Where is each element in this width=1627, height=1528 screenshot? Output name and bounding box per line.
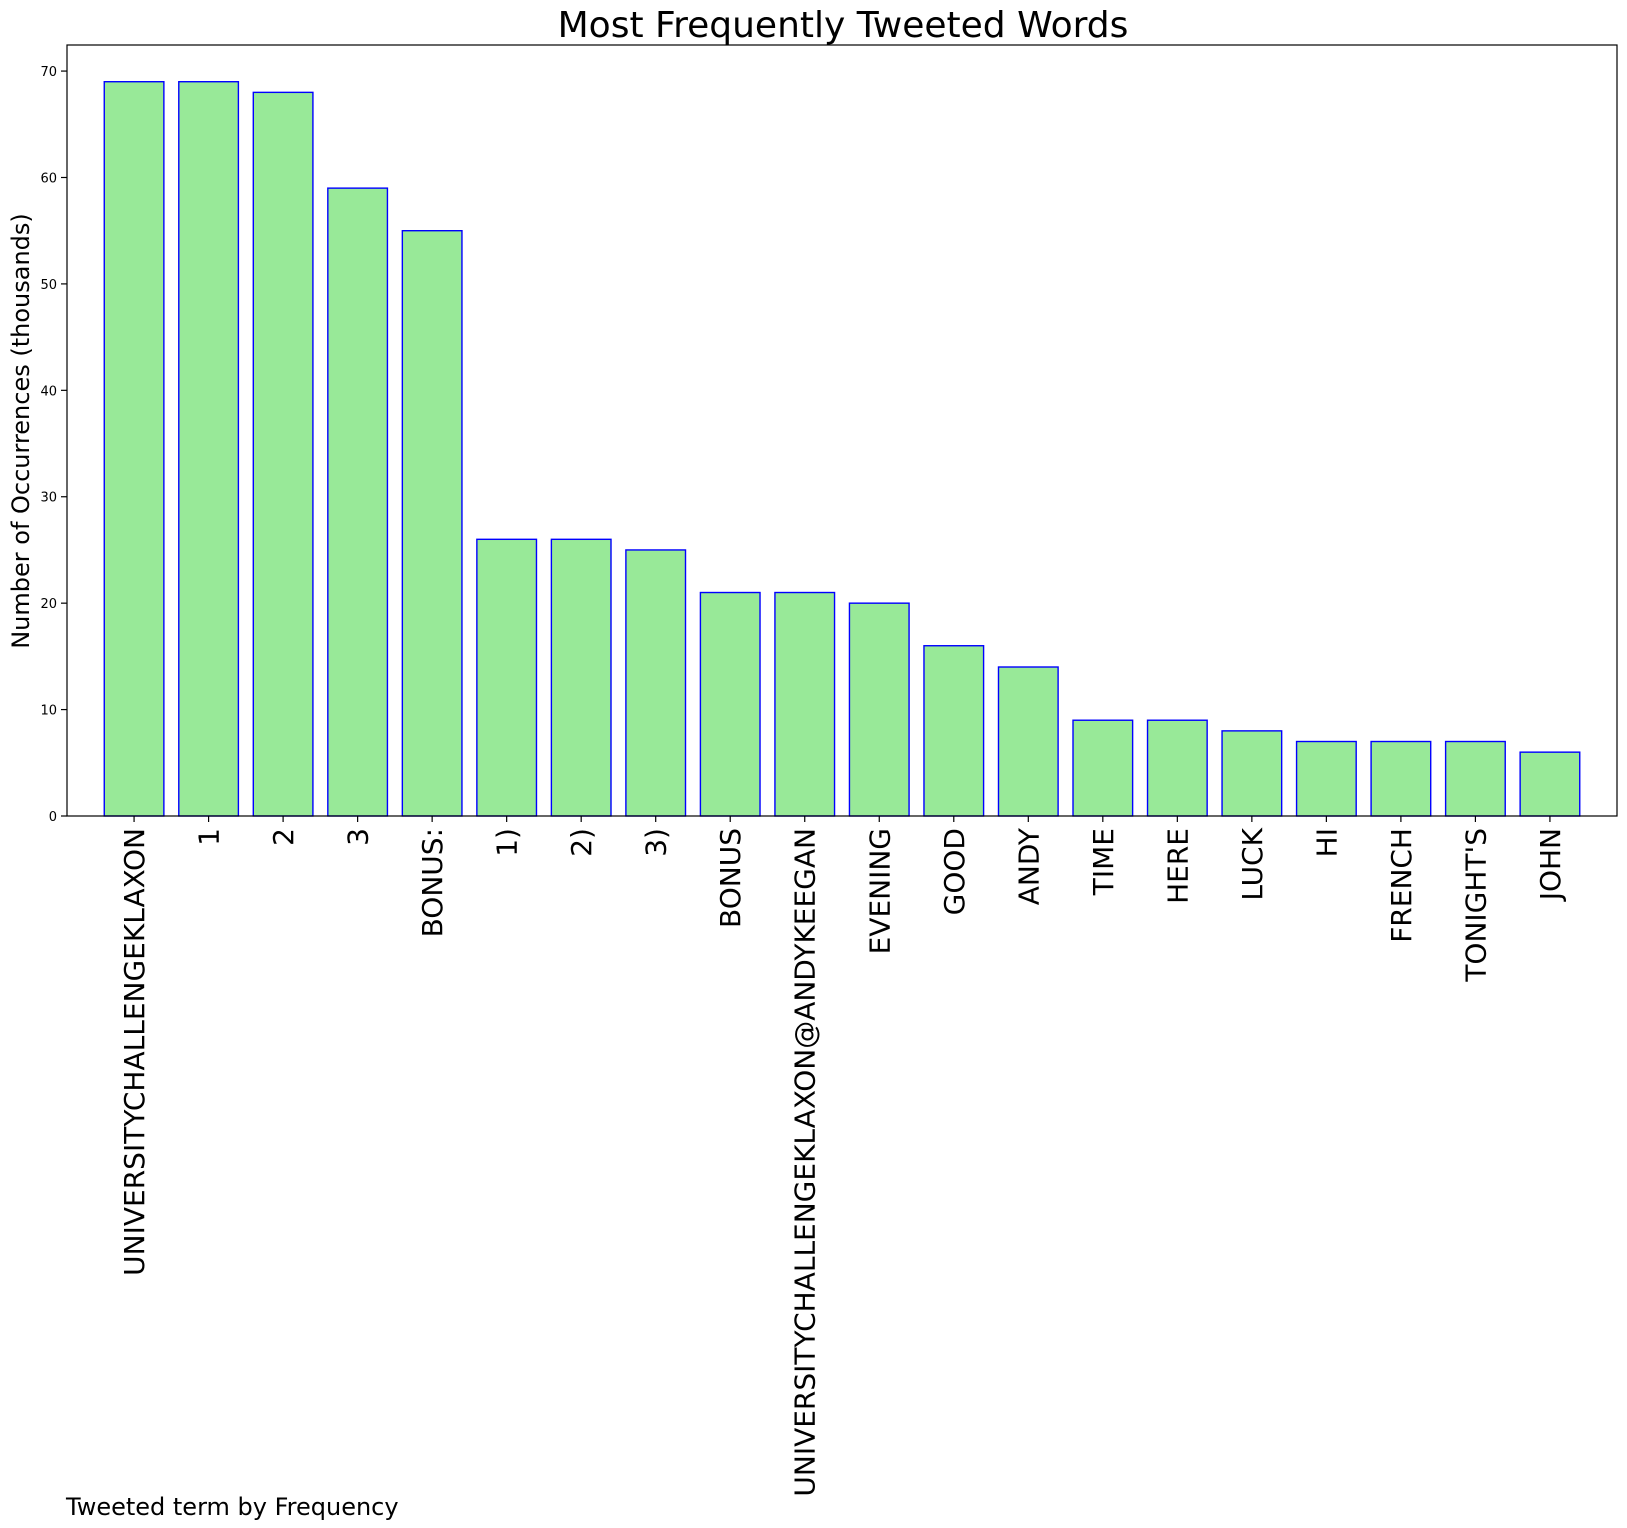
y-tick-label: 70	[40, 65, 57, 80]
x-tick-label: HERE	[1161, 828, 1194, 904]
x-axis-ticks: UNIVERSITYCHALLENGEKLAXON 1 2 3 BONUS: 1) 2) 3)…	[118, 816, 1567, 1497]
chart-title: Most Frequently Tweeted Words	[558, 5, 1129, 46]
bar	[1221, 730, 1283, 817]
x-tick-label: UNIVERSITYCHALLENGEKLAXON	[118, 828, 151, 1276]
x-tick-label: BONUS:	[416, 828, 449, 937]
bar	[1146, 719, 1208, 817]
x-tick-label: GOOD	[938, 828, 971, 915]
y-axis-ticks: 0 10 20 30 40 50 60 70	[40, 65, 67, 825]
bar	[1444, 740, 1506, 817]
x-tick-label: 2	[267, 828, 300, 846]
x-tick-label: 1	[193, 828, 226, 846]
x-tick-label: 1)	[491, 828, 524, 857]
bar	[550, 538, 612, 817]
x-tick-label: HI	[1310, 828, 1343, 857]
x-tick-label: 3	[342, 828, 375, 846]
bar	[178, 81, 240, 817]
x-tick-label: TIME	[1087, 828, 1120, 896]
x-tick-label: EVENING	[863, 828, 896, 954]
bar	[848, 602, 910, 817]
bar	[923, 645, 985, 817]
plot-frame	[66, 44, 1618, 817]
x-tick-label: BONUS	[714, 828, 747, 928]
bar	[401, 229, 463, 817]
bar	[103, 81, 165, 817]
bar	[699, 591, 761, 817]
x-tick-label: 3)	[640, 828, 673, 857]
y-tick-label: 30	[40, 491, 57, 506]
y-tick-label: 10	[40, 704, 57, 719]
bars	[103, 81, 1581, 817]
plot-area: 0 10 20 30 40 50 60 70 UNIVERSITYCHALLENGEKLAXON…	[40, 44, 1618, 1497]
x-tick-label: TONIGHT'S	[1459, 828, 1492, 983]
bar	[1519, 751, 1581, 817]
x-tick-label: FRENCH	[1385, 828, 1418, 943]
y-tick-label: 60	[40, 171, 57, 186]
y-axis-label: Number of Occurrences (thousands)	[7, 213, 35, 649]
bar	[1295, 740, 1357, 817]
x-tick-label: UNIVERSITYCHALLENGEKLAXON@ANDYKEEGAN	[789, 828, 822, 1497]
x-tick-label: 2)	[565, 828, 598, 857]
chart-caption: Tweeted term by Frequency	[65, 1493, 399, 1521]
bar	[327, 187, 389, 817]
y-tick-label: 40	[40, 384, 57, 399]
x-tick-label: LUCK	[1236, 827, 1269, 900]
bar	[997, 666, 1059, 817]
y-tick-label: 0	[49, 810, 57, 825]
x-tick-label: ANDY	[1012, 827, 1045, 905]
y-tick-label: 20	[40, 597, 57, 612]
bar	[476, 538, 538, 817]
bar	[1370, 740, 1432, 817]
bar	[252, 91, 314, 817]
y-tick-label: 50	[40, 278, 57, 293]
x-tick-label: JOHN	[1534, 828, 1567, 902]
bar	[774, 591, 836, 817]
bar	[1072, 719, 1134, 817]
bar	[625, 549, 687, 817]
